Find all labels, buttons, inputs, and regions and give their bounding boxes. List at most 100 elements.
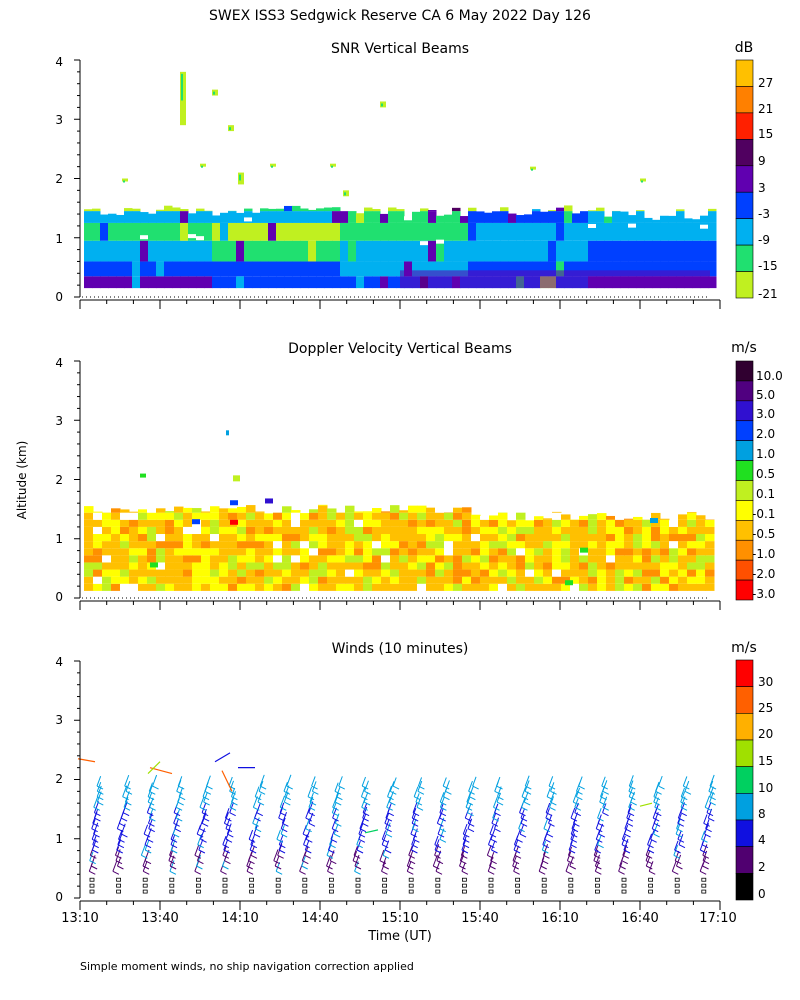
doppler-cell (390, 583, 400, 591)
doppler-cell (417, 569, 427, 577)
doppler-cell (138, 509, 148, 513)
doppler-cell (480, 562, 490, 570)
calm-wind-marker (515, 889, 520, 894)
wind-barb-flag (574, 806, 582, 811)
wind-barb-shaft (412, 802, 418, 813)
wind-barb-flag (435, 870, 443, 875)
snr-cell (556, 240, 565, 262)
doppler-cell (174, 562, 184, 570)
wind-barb-shaft (124, 774, 130, 787)
snr-cell (324, 207, 333, 212)
calm-wind-marker (116, 889, 121, 894)
wind-barb-shaft (122, 801, 128, 813)
snr-cell (548, 210, 557, 212)
doppler-speck (650, 518, 658, 524)
wind-barb-flag (445, 790, 452, 795)
wind-barb-shaft (602, 796, 608, 808)
doppler-cell (147, 512, 157, 520)
wind-barb-flag (466, 801, 474, 806)
doppler-cell (237, 512, 247, 520)
snr-colorbar: 27 21 15 9 3 -3 -9 -15 -21 (735, 59, 778, 301)
wind-barb-flag (229, 812, 236, 817)
doppler-cell (318, 576, 328, 584)
wind-barb-flag (223, 849, 231, 854)
winds-axes: 4 3 2 1 0 13:10 13:40 14:10 14:40 15:10 … (55, 655, 736, 926)
wind-barb-flag (194, 870, 202, 875)
wind-barb-shaft (493, 797, 498, 808)
wind-barb-outlier (364, 829, 379, 834)
wind-barb-shaft (392, 777, 397, 787)
doppler-cell (570, 548, 580, 556)
wind-barb-flag (202, 817, 210, 822)
doppler-cell (120, 583, 130, 591)
wind-barb-flag (490, 838, 498, 843)
doppler-cell (219, 508, 229, 513)
wind-barb-flag (496, 801, 504, 806)
doppler-cell (219, 548, 229, 556)
wind-barb-flag (116, 849, 123, 854)
snr-cell (172, 240, 181, 262)
doppler-cell (597, 562, 607, 570)
doppler-cell (399, 562, 409, 570)
wind-barb-shaft (677, 830, 682, 840)
doppler-cell (408, 562, 418, 570)
snr-cell (692, 261, 701, 277)
doppler-colorbar-label: 2.0 (756, 427, 775, 441)
wind-barb-flag (334, 801, 342, 806)
snr-cell (548, 240, 557, 262)
wind-barb-shaft (467, 803, 472, 813)
calm-wind-marker (89, 877, 95, 882)
snr-cell (460, 240, 469, 262)
doppler-cell (579, 526, 589, 535)
doppler-cell (111, 534, 121, 542)
snr-cell (364, 240, 373, 262)
snr-cell (324, 222, 333, 241)
wind-barb-flag (176, 817, 183, 822)
wind-barb-flag (197, 844, 204, 849)
wind-barb-flag (120, 817, 128, 822)
doppler-cell (615, 515, 625, 520)
snr-y-tick-label: 2 (55, 172, 63, 186)
doppler-cell (516, 512, 526, 520)
wind-barb-shaft (595, 829, 601, 840)
doppler-cell (417, 519, 427, 527)
doppler-y-tick-label: 3 (55, 414, 63, 428)
wind-barb-flag (308, 812, 315, 817)
wind-barb-shaft (648, 861, 654, 872)
snr-cell (332, 207, 341, 212)
doppler-cell (372, 508, 382, 513)
doppler-cell (633, 526, 643, 535)
winds-colorbar-label: 4 (758, 833, 766, 847)
doppler-cell (210, 506, 220, 513)
wind-barb-flag (655, 790, 662, 795)
wind-barb-flag (576, 790, 583, 795)
doppler-cell (615, 548, 625, 556)
doppler-cell (291, 519, 301, 527)
wind-barb-shaft (385, 822, 391, 835)
doppler-cell (291, 576, 301, 584)
snr-cell (644, 240, 653, 262)
snr-cell (156, 261, 165, 277)
wind-barb-shaft (224, 808, 230, 819)
snr-cell (236, 240, 245, 262)
doppler-cell (318, 569, 328, 577)
snr-cell (252, 261, 261, 277)
doppler-cell (507, 569, 517, 577)
doppler-cell (453, 569, 463, 577)
doppler-cell (426, 576, 436, 584)
doppler-cell (534, 576, 544, 584)
wind-barb-flag (229, 806, 237, 811)
doppler-cell (300, 548, 310, 556)
wind-barb-flag (222, 865, 229, 870)
snr-cell (612, 211, 621, 223)
colorbar-swatch (735, 400, 754, 422)
wind-barb-shaft (114, 846, 120, 856)
snr-cell (604, 240, 613, 262)
snr-cell (444, 240, 453, 262)
wind-barb-flag (149, 817, 156, 822)
wind-barb-flag (286, 785, 293, 790)
snr-cell (244, 276, 253, 289)
doppler-cell (552, 548, 562, 556)
snr-cell (476, 261, 485, 277)
wind-barb-flag (460, 860, 467, 865)
